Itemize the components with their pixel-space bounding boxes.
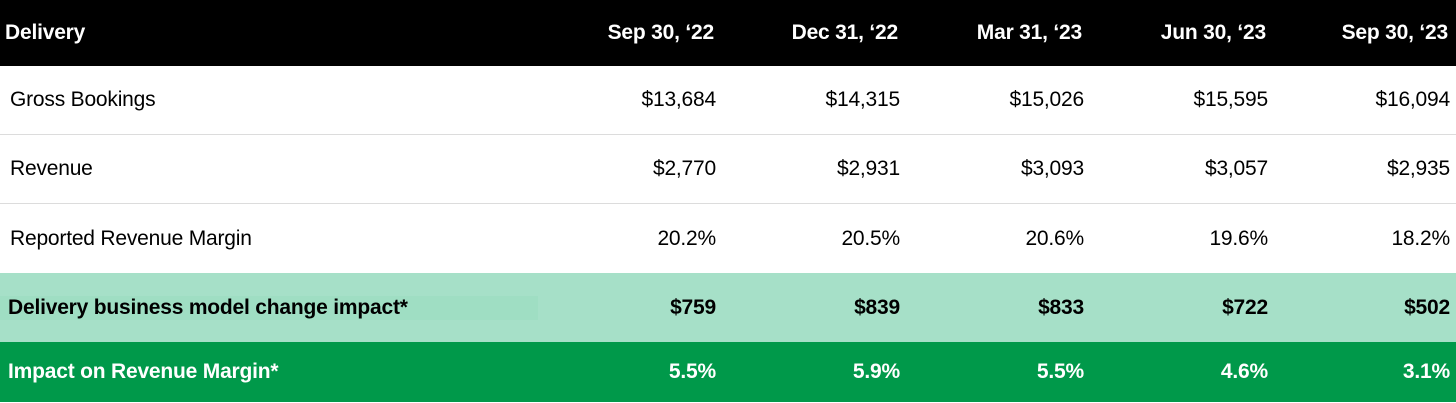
table-cell: $759	[670, 295, 716, 319]
table-cell: $722	[1222, 295, 1268, 319]
table-cell: $2,770	[652, 157, 716, 180]
table-cell: 20.6%	[1025, 226, 1084, 250]
column-header: Jun 30, ‘23	[1160, 21, 1266, 44]
table-cell: 20.5%	[841, 226, 900, 250]
table-cell: $14,315	[825, 88, 900, 111]
table-row-reported-revenue-margin: Reported Revenue Margin 20.2% 20.5% 20.6…	[0, 204, 1456, 273]
table-cell: $502	[1404, 295, 1450, 319]
table-row-revenue: Revenue $2,770 $2,931 $3,093 $3,057 $2,9…	[0, 135, 1456, 204]
table-row-gross-bookings: Gross Bookings $13,684 $14,315 $15,026 $…	[0, 66, 1456, 135]
table-cell: $2,935	[1386, 157, 1450, 180]
column-header: Mar 31, ‘23	[976, 21, 1082, 44]
table-cell: 18.2%	[1391, 226, 1450, 250]
column-header: Sep 30, ‘23	[1341, 21, 1449, 44]
row-label: Gross Bookings	[10, 88, 156, 111]
table-cell: 19.6%	[1209, 226, 1268, 250]
table-cell: 5.5%	[668, 360, 716, 383]
table-row-business-model-impact: Delivery business model change impact* $…	[0, 273, 1456, 342]
table-cell: $833	[1038, 295, 1084, 319]
column-header: Dec 31, ‘22	[791, 21, 899, 44]
table-cell: $3,093	[1020, 157, 1084, 180]
table-cell: 4.6%	[1220, 360, 1268, 383]
table-cell: 20.2%	[657, 226, 716, 250]
row-label: Reported Revenue Margin	[10, 226, 252, 250]
table-cell: $15,026	[1009, 88, 1084, 111]
table-cell: $13,684	[641, 88, 716, 111]
table-cell: $839	[854, 295, 900, 319]
column-header: Sep 30, ‘22	[607, 21, 715, 44]
table-cell: $3,057	[1204, 157, 1268, 180]
row-label: Revenue	[10, 157, 93, 180]
table-header-row: Delivery Sep 30, ‘22 Dec 31, ‘22 Mar 31,…	[0, 0, 1456, 66]
header-label: Delivery	[5, 21, 86, 44]
table-cell: $15,595	[1193, 88, 1268, 111]
row-label: Impact on Revenue Margin*	[8, 360, 279, 383]
table-cell: 5.9%	[852, 360, 900, 383]
table-cell: 3.1%	[1402, 360, 1450, 383]
table-cell: 5.5%	[1036, 360, 1084, 383]
table-cell: $16,094	[1375, 88, 1450, 111]
row-label: Delivery business model change impact*	[0, 295, 538, 320]
table-cell: $2,931	[836, 157, 900, 180]
table-row-impact-on-revenue-margin: Impact on Revenue Margin* 5.5% 5.9% 5.5%…	[0, 342, 1456, 402]
